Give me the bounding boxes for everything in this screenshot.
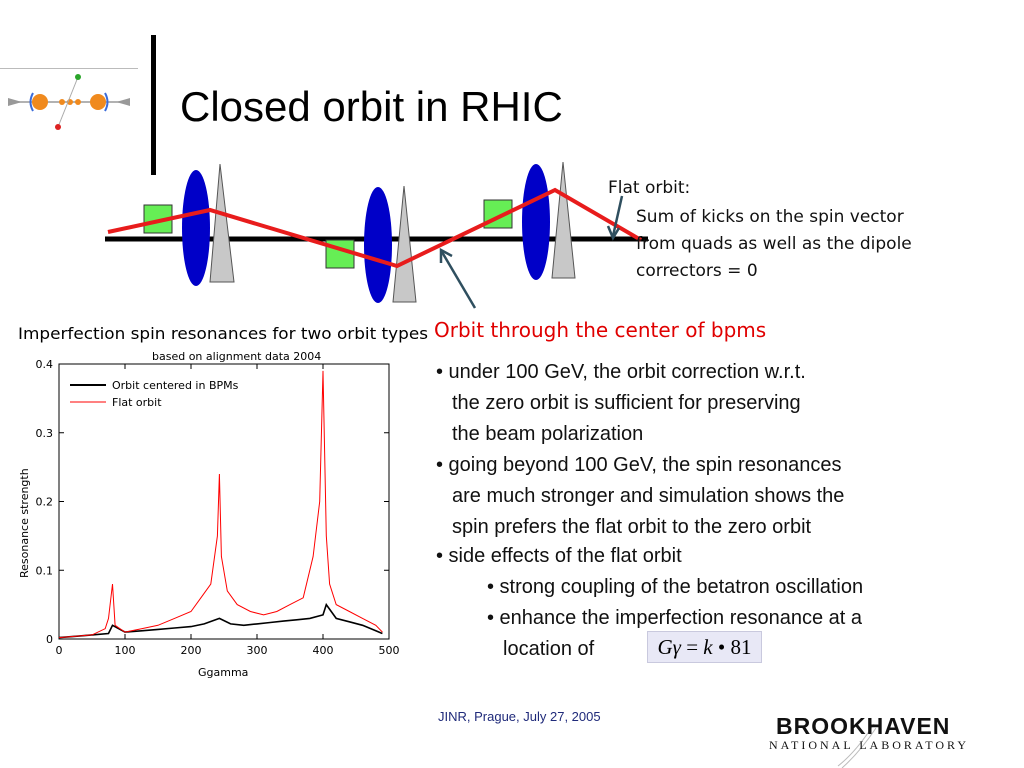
flat-orbit-text: correctors = 0 (636, 261, 758, 281)
sub-bullet-line: • enhance the imperfection resonance at … (487, 607, 863, 629)
legend-label: Flat orbit (112, 396, 162, 409)
bullet-line: are much stronger and simulation shows t… (452, 485, 845, 507)
y-tick-label: 0.2 (36, 496, 54, 509)
y-tick-label: 0 (46, 633, 53, 646)
formula-part: • (712, 634, 731, 659)
flat-orbit-line (107, 187, 643, 269)
flat-orbit-heading: Flat orbit: (608, 178, 691, 198)
x-tick-label: 300 (247, 644, 268, 657)
corrector-magnet (392, 185, 417, 303)
formula-part: γ (672, 634, 681, 659)
flat-orbit-text: from quads as well as the dipole (636, 234, 912, 254)
header-divider (0, 68, 138, 69)
x-tick-label: 100 (115, 644, 136, 657)
brookhaven-logo: BROOKHAVEN (776, 713, 951, 739)
bullet-line: spin prefers the flat orbit to the zero … (452, 516, 812, 538)
quad-magnet (364, 187, 392, 303)
chart-ylabel: Resonance strength (18, 468, 31, 578)
x-tick-label: 200 (181, 644, 202, 657)
bullet-line: • side effects of the flat orbit (436, 545, 682, 567)
x-tick-label: 500 (379, 644, 400, 657)
series-line-1 (58, 370, 383, 639)
legend-label: Orbit centered in BPMs (112, 379, 239, 392)
center-orbit-label: Orbit through the center of bpms (434, 318, 767, 342)
sub-bullet-line: • strong coupling of the betatron oscill… (487, 576, 864, 598)
bullet-line: • going beyond 100 GeV, the spin resonan… (436, 454, 842, 476)
chart-title: Imperfection spin resonances for two orb… (18, 324, 428, 343)
series-line-0 (58, 602, 383, 639)
bullet-line: • under 100 GeV, the orbit correction w.… (436, 361, 806, 383)
orbit-diagram (105, 161, 648, 309)
bullet-line: the beam polarization (452, 423, 644, 445)
quad-magnet (522, 164, 550, 280)
brookhaven-subtitle: NATIONAL LABORATORY (769, 738, 970, 752)
y-tick-label: 0.1 (36, 564, 54, 577)
brookhaven-swoosh (837, 723, 876, 768)
formula-part: 81 (730, 634, 752, 659)
page-title: Closed orbit in RHIC (180, 83, 563, 130)
chart-subtitle: based on alignment data 2004 (152, 350, 321, 363)
x-tick-label: 400 (313, 644, 334, 657)
sub-bullet-line: location of (503, 638, 595, 660)
corrector-magnet (551, 161, 576, 279)
footer-text: JINR, Prague, July 27, 2005 (438, 709, 601, 724)
y-tick-label: 0.3 (36, 427, 54, 440)
quad-magnet (182, 170, 210, 286)
formula-part: k (703, 634, 713, 659)
y-tick-label: 0.4 (36, 358, 54, 371)
plot-frame (58, 363, 390, 640)
formula-part: = (680, 634, 704, 659)
bullet-line: the zero orbit is sufficient for preserv… (452, 392, 801, 414)
chart-xlabel: Ggamma (198, 666, 248, 679)
title-accent-bar (151, 35, 156, 175)
corrector-magnet (209, 163, 235, 283)
x-tick-label: 0 (56, 644, 63, 657)
flat-orbit-text: Sum of kicks on the spin vector (636, 207, 904, 227)
rhic-logo (8, 74, 130, 130)
formula-part: G (657, 634, 673, 659)
resonance-chart: Imperfection spin resonances for two orb… (18, 324, 428, 679)
